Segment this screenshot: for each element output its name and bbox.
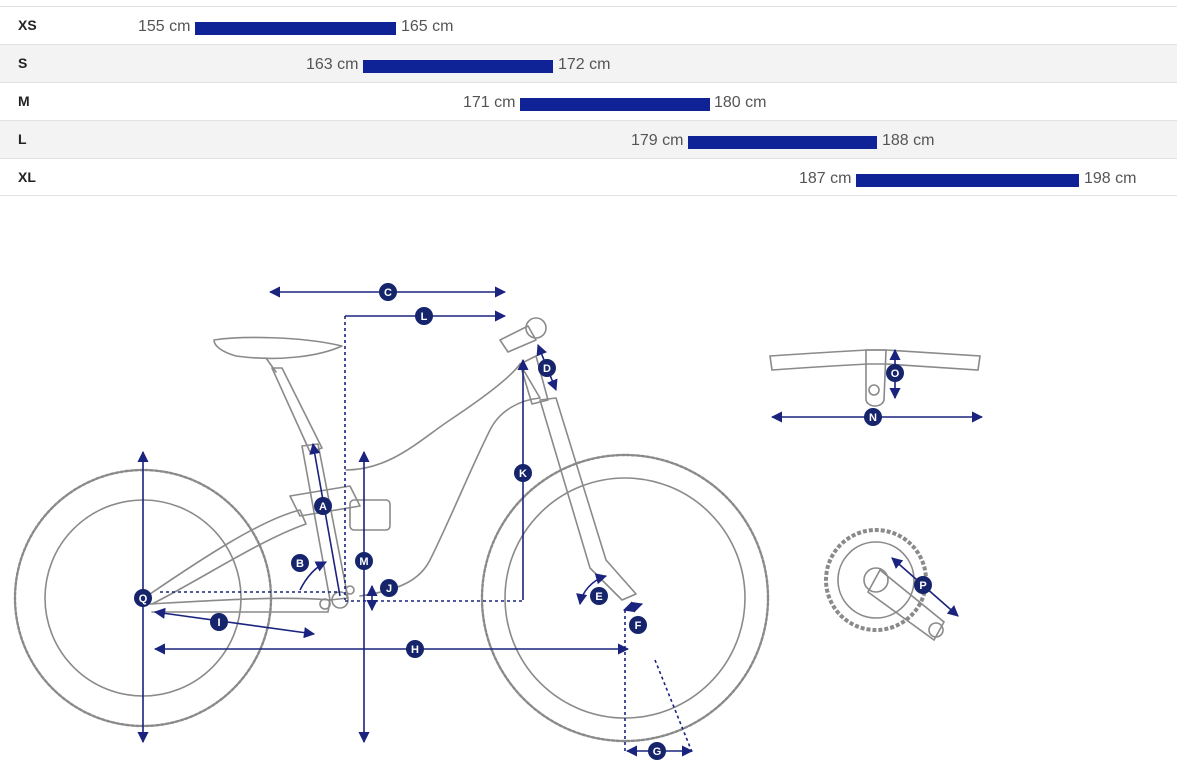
main-frame [345,363,541,597]
size-row-l: L 179 cm 188 cm [0,120,1177,158]
seatpost [271,367,323,453]
svg-text:D: D [543,363,551,375]
height-max: 198 cm [1084,170,1137,187]
guide-line-g2 [654,659,693,753]
front-tire [480,453,770,743]
height-range-bar [856,174,1079,187]
svg-text:M: M [359,556,368,568]
size-row-m: M 171 cm 180 cm [0,82,1177,120]
dim-line-f [622,601,644,613]
label-b: B [291,554,309,572]
size-label: L [18,131,27,147]
svg-text:B: B [296,558,304,570]
height-min: 155 cm [138,18,191,35]
seat-stay [149,509,307,605]
dim-line-i [153,607,316,639]
size-label: M [18,93,30,109]
label-d: D [538,359,556,377]
label-p: P [914,576,932,594]
label-l: L [415,307,433,325]
label-e: E [590,587,608,605]
height-max: 180 cm [714,94,767,111]
dim-line-a [309,442,341,597]
label-h: H [406,640,424,658]
stem [499,325,537,353]
svg-text:L: L [421,311,428,323]
height-min: 163 cm [306,56,359,73]
svg-text:I: I [217,617,220,629]
size-label: XS [18,17,37,33]
svg-text:F: F [635,620,642,632]
height-range-bar [363,60,553,73]
label-o: O [886,364,904,382]
svg-text:J: J [386,583,392,595]
svg-text:N: N [869,412,877,424]
size-label: XL [18,169,36,185]
label-g: G [648,742,666,760]
label-a: A [314,497,332,515]
label-i: I [210,613,228,631]
label-c: C [379,283,397,301]
size-label: S [18,55,28,71]
height-min: 179 cm [631,132,684,149]
label-q: Q [134,589,152,607]
height-range-bar [688,136,877,149]
svg-text:H: H [411,644,419,656]
dim-arc-e [576,573,608,606]
svg-text:G: G [653,746,662,758]
height-max: 188 cm [882,132,935,149]
height-range-bar [520,98,710,111]
size-row-s: S 163 cm 172 cm [0,44,1177,82]
bar-clamp [525,317,547,339]
svg-text:K: K [519,468,527,480]
label-f: F [629,616,647,634]
label-m: M [355,552,373,570]
size-row-xl: XL 187 cm 198 cm [0,158,1177,196]
height-min: 187 cm [799,170,852,187]
svg-text:A: A [319,501,327,513]
height-max: 172 cm [558,56,611,73]
label-n: N [864,408,882,426]
height-min: 171 cm [463,94,516,111]
label-j: J [380,579,398,597]
dim-arc-b [299,561,328,591]
bike-outline [13,317,770,743]
size-row-xs: XS 155 cm 165 cm [0,6,1177,44]
svg-text:E: E [595,591,602,603]
handlebar-detail [769,349,981,407]
svg-text:O: O [891,368,900,380]
fork [539,397,637,601]
head-tube [519,355,549,405]
height-max: 165 cm [401,18,454,35]
saddle [213,336,343,360]
rear-shock [349,499,391,531]
label-k: K [514,464,532,482]
height-range-bar [195,22,396,35]
dimension-labels: A B C D E F G H I J K L M N O P Q [134,283,932,760]
svg-text:C: C [384,287,392,299]
size-chart: XS 155 cm 165 cm S 163 cm 172 cm M 171 c… [0,6,1177,196]
svg-text:Q: Q [139,593,148,605]
svg-text:P: P [919,580,926,592]
